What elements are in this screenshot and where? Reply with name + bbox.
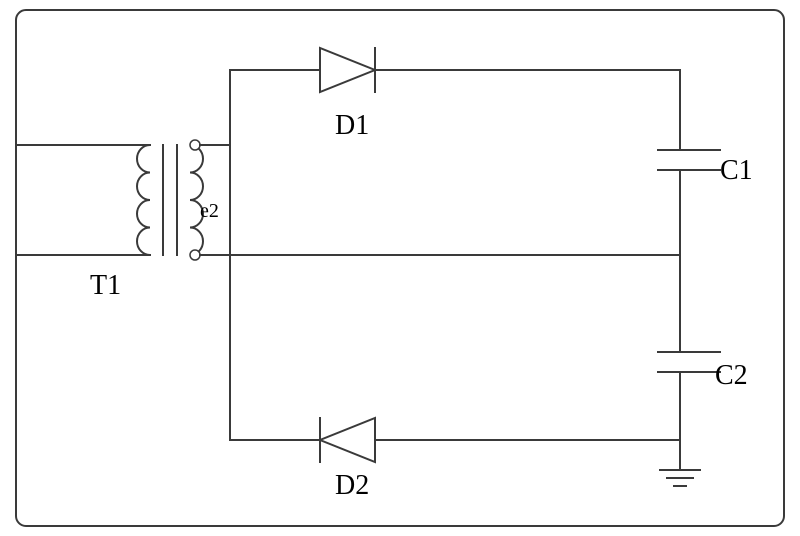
label-t1: T1 <box>90 270 121 302</box>
label-e2: e2 <box>200 200 219 223</box>
label-c2: C2 <box>715 360 748 392</box>
circuit-diagram: T1 e2 D1 D2 C1 C2 <box>0 0 800 536</box>
schematic-svg <box>0 0 800 536</box>
label-d1: D1 <box>335 110 369 142</box>
label-c1: C1 <box>720 155 753 187</box>
label-d2: D2 <box>335 470 369 502</box>
